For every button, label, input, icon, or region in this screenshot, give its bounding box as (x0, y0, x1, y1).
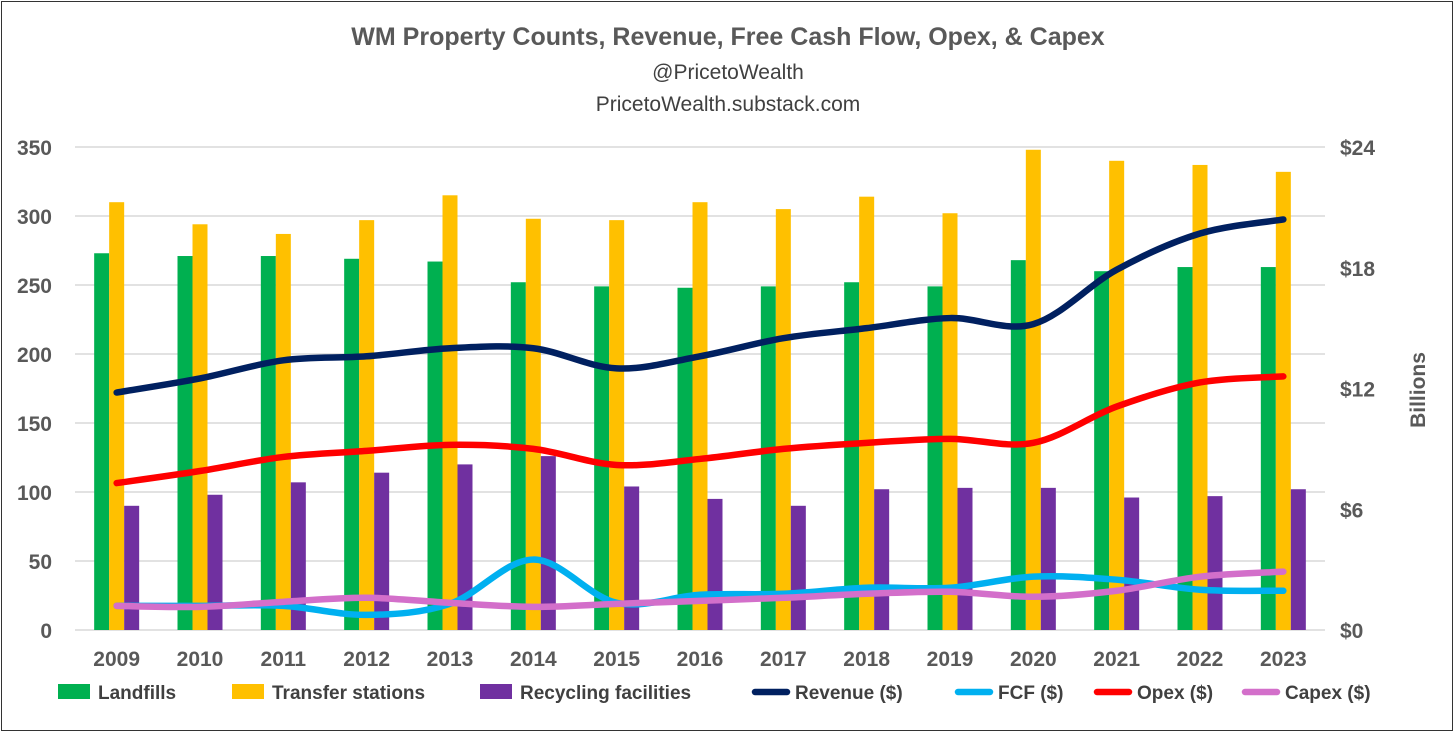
bar-transfer-stations (859, 196, 875, 630)
right-axis-tick: $24 (1340, 137, 1375, 160)
bar-recycling-facilities (457, 464, 473, 630)
bar-transfer-stations (1109, 160, 1125, 631)
x-axis-tick: 2019 (927, 648, 974, 671)
left-axis-tick: 250 (17, 275, 52, 298)
legend-label: Revenue ($) (795, 683, 903, 704)
right-axis-tick: $18 (1340, 258, 1375, 281)
left-axis-tick: 300 (17, 206, 52, 229)
legend-label: Capex ($) (1285, 683, 1371, 704)
bar-recycling-facilities (1124, 497, 1140, 630)
legend-swatch (232, 684, 264, 699)
right-axis-tick: $0 (1340, 620, 1363, 643)
x-axis-tick: 2018 (843, 648, 890, 671)
bar-transfer-stations (525, 218, 541, 630)
bar-transfer-stations (109, 202, 125, 630)
bar-transfer-stations (1275, 171, 1291, 630)
bar-landfills (260, 256, 276, 630)
x-axis-tick: 2021 (1093, 648, 1140, 671)
bar-recycling-facilities (707, 498, 723, 630)
bar-recycling-facilities (624, 486, 640, 630)
line-revenue (113, 216, 1287, 396)
bar-landfills (1177, 267, 1193, 630)
bar-transfer-stations (442, 195, 458, 631)
bar-recycling-facilities (374, 472, 390, 630)
bar-recycling-facilities (124, 505, 140, 630)
bar-transfer-stations (609, 220, 625, 630)
legend-item: Landfills (58, 683, 176, 704)
x-axis-tick: 2013 (427, 648, 474, 671)
legend-swatch (480, 684, 512, 699)
right-axis-tick: $6 (1340, 499, 1363, 522)
x-axis-tick: 2009 (93, 648, 140, 671)
x-axis-tick: 2011 (261, 648, 307, 671)
bar-landfills (177, 256, 193, 630)
bar-transfer-stations (359, 220, 375, 630)
bar-recycling-facilities (207, 494, 223, 630)
bar-recycling-facilities (540, 456, 556, 630)
bar-transfer-stations (775, 209, 791, 630)
chart-subtitle-handle: @PricetoWealth (652, 61, 804, 84)
legend-item: Transfer stations (232, 683, 425, 704)
line-opex (113, 373, 1287, 487)
bar-landfills (594, 286, 610, 630)
legend-label: FCF ($) (998, 683, 1063, 704)
x-axis-tick: 2012 (343, 648, 390, 671)
legend-label: Transfer stations (272, 683, 425, 704)
bar-recycling-facilities (790, 505, 806, 630)
legend-item: Revenue ($) (751, 683, 903, 704)
bar-recycling-facilities (1207, 496, 1223, 630)
bar-landfills (1260, 267, 1276, 630)
bar-transfer-stations (942, 213, 958, 631)
left-axis-tick: 350 (17, 137, 52, 160)
legend-label: Recycling facilities (520, 683, 691, 704)
legend-label: Landfills (98, 683, 176, 704)
bar-recycling-facilities (290, 482, 306, 630)
bar-recycling-facilities (1040, 487, 1056, 630)
bar-landfills (94, 253, 110, 630)
legend-swatch (58, 684, 90, 699)
bar-landfills (844, 282, 860, 630)
x-axis-tick: 2020 (1010, 648, 1057, 671)
bar-transfer-stations (1192, 164, 1208, 630)
left-axis-tick: 50 (29, 551, 52, 574)
legend-item: Recycling facilities (480, 683, 691, 704)
bar-recycling-facilities (874, 489, 890, 630)
x-axis-tick: 2023 (1260, 648, 1307, 671)
bar-recycling-facilities (957, 487, 973, 630)
legend-item: FCF ($) (954, 683, 1063, 704)
bar-transfer-stations (275, 233, 291, 630)
x-axis-tick: 2022 (1177, 648, 1224, 671)
bar-landfills (760, 286, 776, 630)
line-capex (113, 568, 1287, 611)
left-axis-tick: 200 (17, 344, 52, 367)
legend-item: Capex ($) (1241, 683, 1371, 704)
bar-landfills (344, 258, 360, 630)
left-axis-tick: 100 (17, 482, 52, 505)
left-axis-tick: 150 (17, 413, 52, 436)
left-axis-tick: 0 (40, 620, 52, 643)
bar-transfer-stations (692, 202, 708, 630)
chart-subtitle-url: PricetoWealth.substack.com (596, 93, 861, 116)
x-axis-tick: 2010 (177, 648, 224, 671)
bar-landfills (510, 282, 526, 630)
bar-transfer-stations (1025, 149, 1041, 630)
x-axis-tick: 2016 (677, 648, 724, 671)
bar-landfills (1094, 271, 1110, 630)
bar-transfer-stations (192, 224, 208, 630)
legend-item: Opex ($) (1093, 683, 1213, 704)
right-axis-tick: $12 (1340, 379, 1375, 402)
x-axis-tick: 2014 (510, 648, 557, 671)
chart-title: WM Property Counts, Revenue, Free Cash F… (351, 23, 1104, 51)
legend-label: Opex ($) (1137, 683, 1213, 704)
right-axis-label: Billions (1407, 352, 1430, 428)
line-fcf (113, 556, 1287, 619)
x-axis-tick: 2015 (593, 648, 640, 671)
bar-landfills (927, 286, 943, 630)
bar-recycling-facilities (1290, 489, 1306, 630)
x-axis-tick: 2017 (760, 648, 807, 671)
